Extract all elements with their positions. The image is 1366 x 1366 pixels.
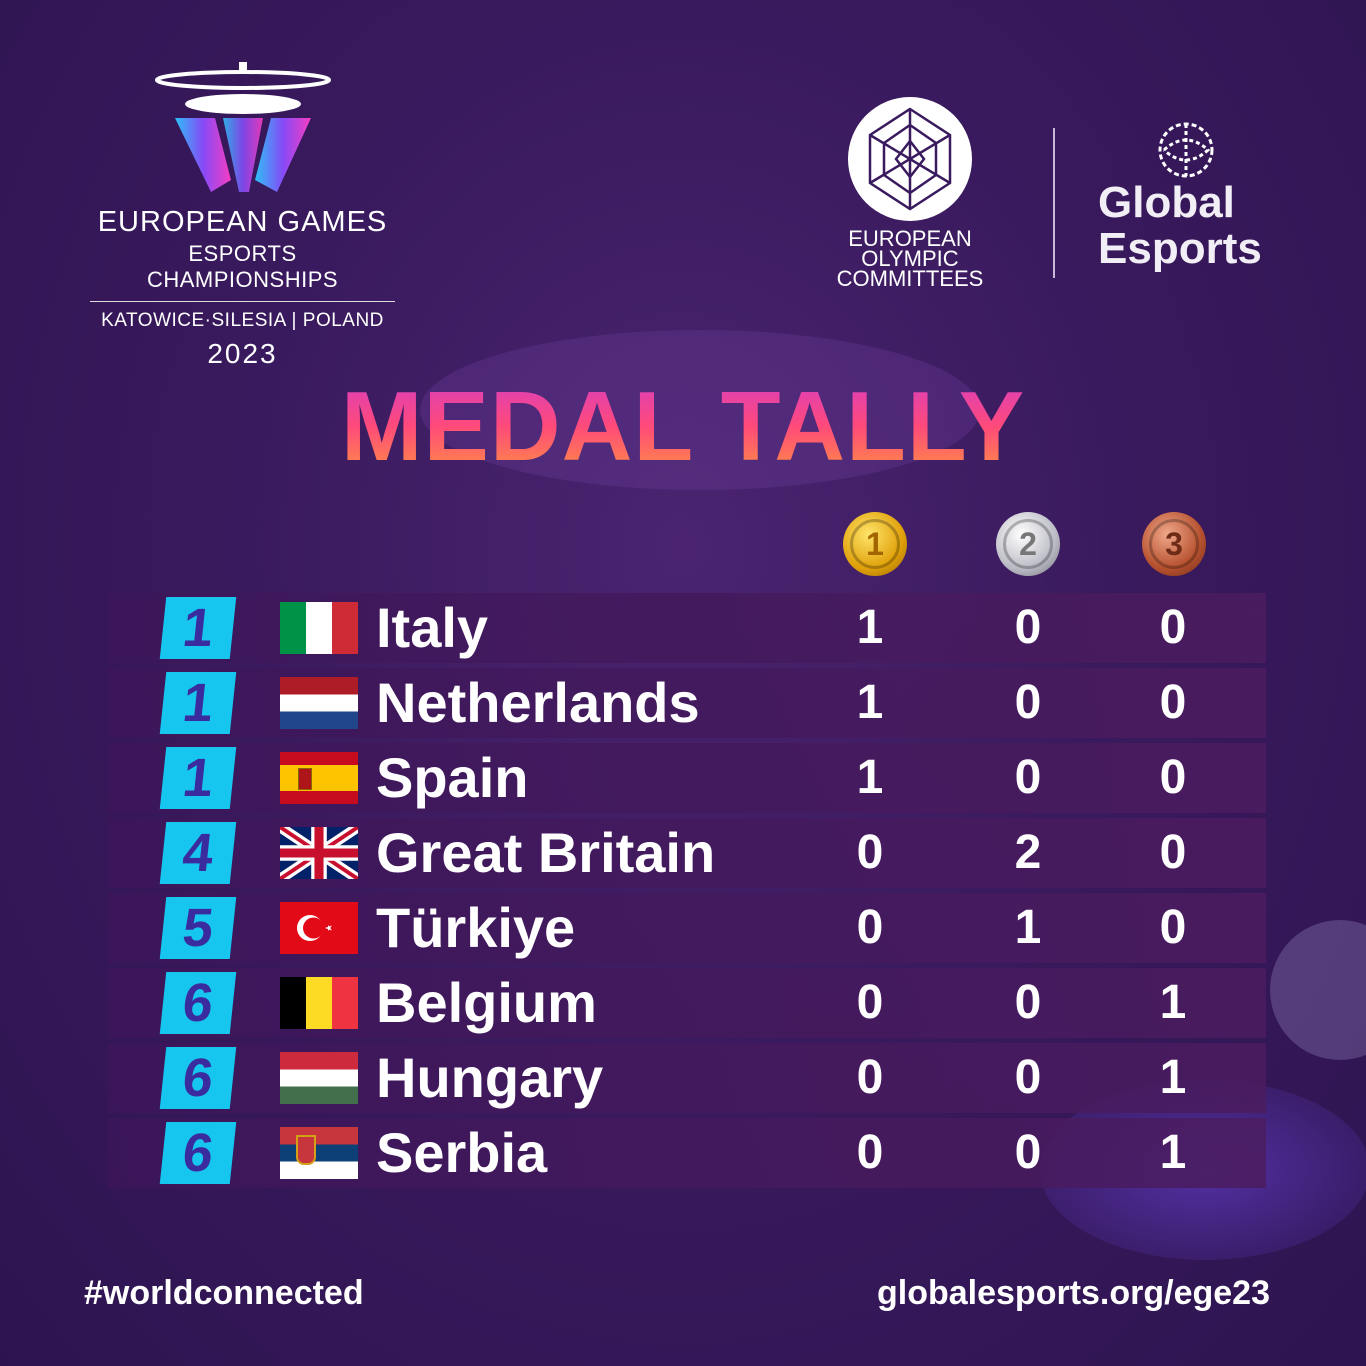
event-name-line1: EUROPEAN GAMES <box>97 206 388 238</box>
spain-flag-icon <box>280 752 358 804</box>
logo-divider <box>1053 128 1055 278</box>
silver-count: 0 <box>1014 676 1042 729</box>
eoc-star-icon <box>848 97 972 221</box>
gold-medal-icon: 1 <box>843 512 907 576</box>
table-row: 4 Great Britain 0 2 0 <box>108 818 1266 888</box>
bronze-count: 0 <box>1159 751 1187 804</box>
event-name-line2: ESPORTS CHAMPIONSHIPS <box>90 241 395 302</box>
globe-icon <box>1158 122 1214 178</box>
medal-table: 1 Italy 1 0 0 1 Netherlands 1 0 0 1 Spai… <box>108 593 1266 1193</box>
hungary-flag-icon <box>280 1052 358 1104</box>
great-britain-flag-icon <box>280 827 358 879</box>
rank-badge: 6 <box>159 972 237 1034</box>
hashtag: #worldconnected <box>84 1274 364 1312</box>
gold-count: 1 <box>856 751 884 804</box>
bronze-count: 0 <box>1159 901 1187 954</box>
table-row: 1 Netherlands 1 0 0 <box>108 668 1266 738</box>
page-title: MEDAL TALLY <box>0 370 1366 483</box>
bronze-count: 1 <box>1159 1051 1187 1104</box>
belgium-flag-icon <box>280 977 358 1029</box>
rank-badge: 1 <box>159 672 237 734</box>
silver-medal-number: 2 <box>1003 519 1053 569</box>
bronze-medal-icon: 3 <box>1142 512 1206 576</box>
country-name: Great Britain <box>376 821 716 884</box>
event-logo: EUROPEAN GAMES ESPORTS CHAMPIONSHIPS KAT… <box>90 60 395 369</box>
global-esports-logo: Global Esports <box>1098 120 1273 272</box>
gold-count: 0 <box>856 826 884 879</box>
gold-count: 0 <box>856 976 884 1029</box>
country-name: Türkiye <box>376 896 576 959</box>
bronze-count: 0 <box>1159 826 1187 879</box>
silver-count: 0 <box>1014 751 1042 804</box>
table-row: 6 Belgium 0 0 1 <box>108 968 1266 1038</box>
bronze-count: 1 <box>1159 976 1187 1029</box>
rank-badge: 4 <box>159 822 237 884</box>
silver-count: 0 <box>1014 1051 1042 1104</box>
global-esports-line2: Esports <box>1098 224 1262 273</box>
event-year: 2023 <box>207 338 278 369</box>
table-row: 1 Italy 1 0 0 <box>108 593 1266 663</box>
eoc-line2: OLYMPIC <box>861 246 959 271</box>
bronze-count: 0 <box>1159 601 1187 654</box>
bronze-count: 0 <box>1159 676 1187 729</box>
rank-badge: 1 <box>159 747 237 809</box>
bronze-medal-number: 3 <box>1149 519 1199 569</box>
country-name: Hungary <box>376 1046 604 1109</box>
silver-count: 1 <box>1014 901 1042 954</box>
website-url: globalesports.org/ege23 <box>877 1274 1270 1312</box>
table-row: 6 Hungary 0 0 1 <box>108 1043 1266 1113</box>
serbia-flag-icon <box>280 1127 358 1179</box>
table-row: 5 Türkiye 0 1 0 <box>108 893 1266 963</box>
table-row: 6 Serbia 0 0 1 <box>108 1118 1266 1188</box>
bronze-count: 1 <box>1159 1126 1187 1179</box>
silver-count: 0 <box>1014 1126 1042 1179</box>
gold-count: 1 <box>856 601 884 654</box>
gold-count: 0 <box>856 1051 884 1104</box>
silver-count: 2 <box>1014 826 1042 879</box>
event-location: KATOWICE·SILESIA | POLAND <box>101 310 384 331</box>
gold-count: 1 <box>856 676 884 729</box>
rank-badge: 6 <box>159 1122 237 1184</box>
italy-flag-icon <box>280 602 358 654</box>
global-esports-line1: Global <box>1098 178 1235 227</box>
silver-count: 0 <box>1014 976 1042 1029</box>
rank-badge: 6 <box>159 1047 237 1109</box>
silver-medal-icon: 2 <box>996 512 1060 576</box>
eoc-line1: EUROPEAN <box>848 226 972 251</box>
eoc-line3: COMMITTEES <box>836 266 984 291</box>
soccer-ball-graphic <box>1270 920 1366 1060</box>
gold-count: 0 <box>856 901 884 954</box>
turkiye-flag-icon <box>280 902 358 954</box>
event-emblem-icon <box>154 62 331 192</box>
country-name: Spain <box>376 746 529 809</box>
country-name: Serbia <box>376 1121 548 1184</box>
netherlands-flag-icon <box>280 677 358 729</box>
rank-badge: 1 <box>159 597 237 659</box>
rank-badge: 5 <box>159 897 237 959</box>
country-name: Italy <box>376 596 489 659</box>
gold-count: 0 <box>856 1126 884 1179</box>
gold-medal-number: 1 <box>850 519 900 569</box>
country-name: Belgium <box>376 971 597 1034</box>
table-row: 1 Spain 1 0 0 <box>108 743 1266 813</box>
country-name: Netherlands <box>376 671 700 734</box>
silver-count: 0 <box>1014 601 1042 654</box>
eoc-logo: EUROPEAN OLYMPIC COMMITTEES <box>830 95 990 291</box>
